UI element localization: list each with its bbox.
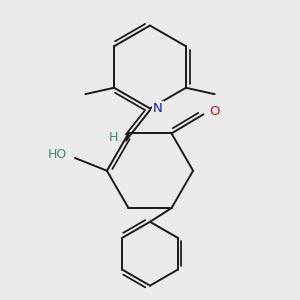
Text: N: N	[153, 102, 163, 115]
Text: HO: HO	[48, 148, 67, 161]
Text: H: H	[109, 131, 118, 144]
Text: O: O	[209, 105, 220, 118]
